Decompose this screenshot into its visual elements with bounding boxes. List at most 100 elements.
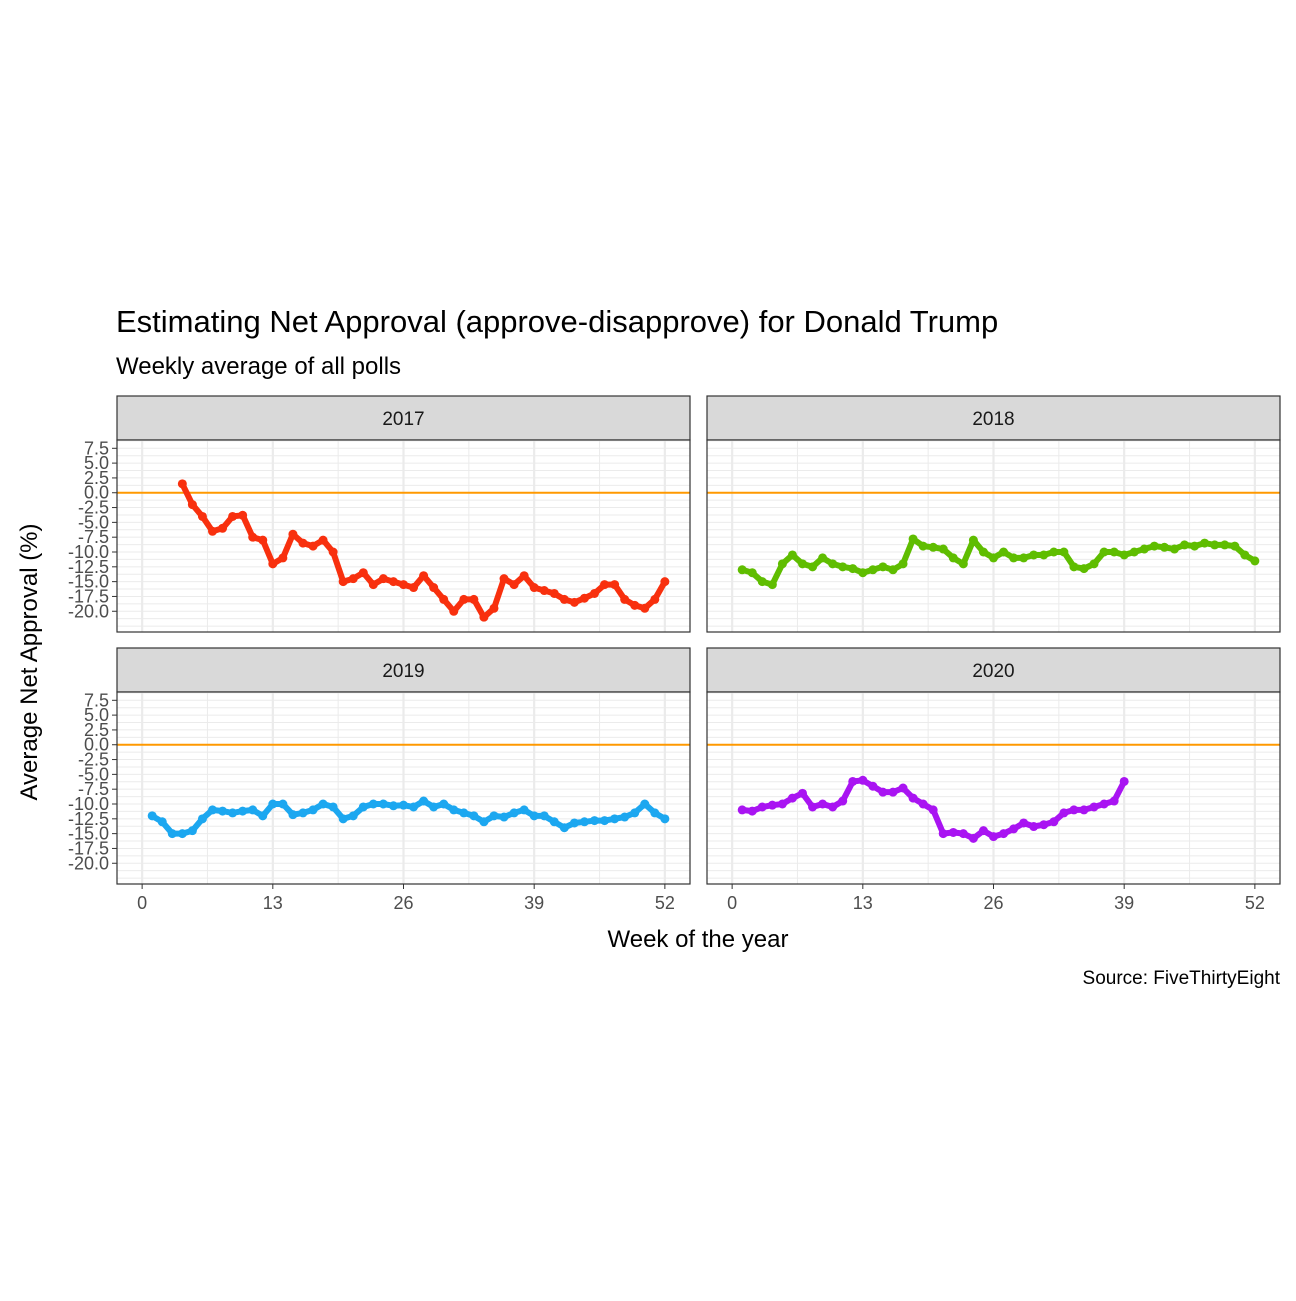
- data-point: [1210, 540, 1220, 550]
- data-point: [439, 594, 449, 604]
- y-tick-label: 0.0: [84, 483, 109, 503]
- data-point: [519, 571, 529, 581]
- data-point: [1079, 805, 1089, 815]
- panel-border: [706, 439, 1281, 633]
- data-point: [228, 511, 238, 521]
- data-point: [858, 568, 868, 578]
- x-tick-label: 52: [1245, 893, 1265, 913]
- data-point: [1029, 550, 1039, 560]
- y-tick-label: -7.5: [78, 779, 109, 799]
- data-point: [590, 816, 599, 826]
- data-point: [1190, 541, 1200, 551]
- data-point: [948, 827, 958, 837]
- data-point: [439, 799, 449, 809]
- facet-panel: 2018: [706, 395, 1281, 633]
- data-point: [938, 544, 948, 554]
- data-point: [1119, 776, 1129, 786]
- data-point: [777, 559, 787, 569]
- y-tick-label: -2.5: [78, 498, 109, 518]
- data-point: [298, 538, 308, 548]
- data-point: [650, 594, 660, 604]
- y-tick-label: -20.0: [68, 601, 109, 621]
- y-tick-label: 2.5: [84, 720, 109, 740]
- data-point: [808, 802, 818, 812]
- facet-strip-label: 2019: [382, 661, 424, 682]
- y-tick-label: -10.0: [68, 542, 109, 562]
- data-point: [1149, 541, 1159, 551]
- data-point: [1139, 544, 1149, 554]
- data-point: [818, 553, 828, 563]
- x-tick-label: 52: [655, 893, 675, 913]
- y-tick-label: -12.5: [68, 809, 109, 829]
- data-point: [1019, 553, 1029, 563]
- y-tick-label: -20.0: [68, 853, 109, 873]
- data-point: [419, 796, 429, 806]
- data-point: [509, 808, 519, 818]
- data-point: [529, 811, 539, 821]
- data-point: [660, 814, 670, 824]
- data-point: [1109, 796, 1119, 806]
- data-point: [298, 808, 308, 818]
- data-point: [469, 811, 479, 821]
- data-point: [1069, 805, 1079, 815]
- data-point: [519, 805, 529, 815]
- data-point: [248, 805, 258, 815]
- data-point: [757, 577, 767, 587]
- data-point: [489, 811, 499, 821]
- data-point: [409, 802, 419, 812]
- y-tick-label: 2.5: [84, 468, 109, 488]
- data-point: [278, 799, 288, 809]
- data-point: [167, 829, 177, 839]
- data-point: [1250, 556, 1260, 566]
- data-point: [559, 823, 569, 833]
- data-point: [1089, 559, 1099, 569]
- data-point: [999, 829, 1009, 839]
- data-point: [828, 802, 838, 812]
- facet-strip: [706, 647, 1281, 693]
- data-point: [549, 588, 559, 598]
- data-point: [378, 799, 388, 809]
- data-point: [429, 802, 439, 812]
- data-point: [529, 583, 539, 593]
- data-point: [898, 783, 908, 793]
- data-point: [218, 523, 228, 533]
- data-point: [208, 805, 217, 815]
- data-point: [1200, 538, 1210, 548]
- x-tick-label: 13: [853, 893, 873, 913]
- data-point: [218, 806, 228, 816]
- data-point: [660, 577, 670, 587]
- data-point: [640, 799, 650, 809]
- data-point: [177, 829, 187, 839]
- data-point: [338, 577, 348, 587]
- y-tick-label: -5.0: [78, 512, 109, 532]
- facet-panels: 20177.55.02.50.0-2.5-5.0-7.5-10.0-12.5-1…: [68, 395, 1281, 913]
- data-point: [569, 597, 579, 607]
- data-point: [878, 787, 888, 797]
- facet-panel: 20177.55.02.50.0-2.5-5.0-7.5-10.0-12.5-1…: [68, 395, 691, 633]
- data-point: [737, 805, 747, 815]
- data-point: [499, 574, 509, 584]
- chart-title: Estimating Net Approval (approve-disappr…: [116, 304, 998, 339]
- data-point: [1169, 544, 1179, 554]
- y-tick-label: 7.5: [84, 690, 109, 710]
- data-point: [878, 562, 888, 572]
- data-point: [399, 800, 408, 810]
- y-tick-label: 5.0: [84, 453, 109, 473]
- data-point: [308, 805, 318, 815]
- data-point: [888, 787, 898, 797]
- data-point: [147, 811, 157, 821]
- data-point: [600, 580, 610, 590]
- data-point: [318, 799, 328, 809]
- data-point: [1039, 820, 1049, 830]
- data-point: [228, 808, 238, 818]
- facet-strip: [706, 395, 1281, 441]
- data-point: [177, 479, 187, 489]
- data-point: [600, 816, 610, 826]
- data-point: [958, 559, 968, 569]
- data-point: [328, 547, 338, 557]
- y-tick-label: -5.0: [78, 764, 109, 784]
- data-point: [1059, 547, 1069, 557]
- data-point: [238, 510, 248, 520]
- chart-caption: Source: FiveThirtyEight: [1083, 968, 1281, 989]
- data-point: [838, 562, 848, 572]
